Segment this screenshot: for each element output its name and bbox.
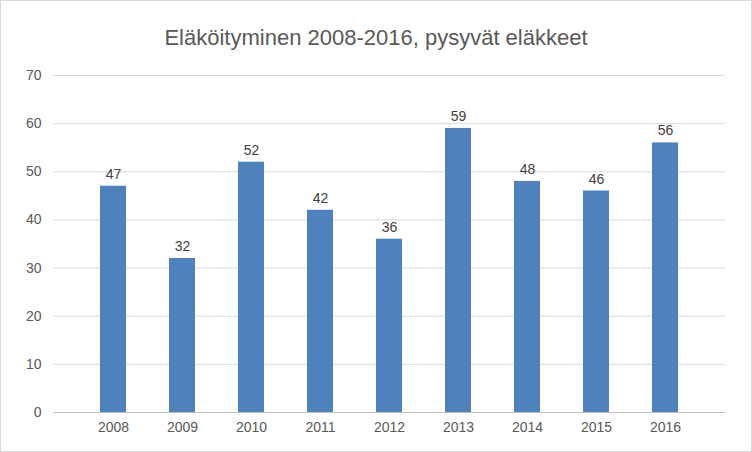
html-text:Eläköityminen 2008-2016, pysyv: Eläköityminen 2008-2016, pysyvät eläkkee… <box>164 25 588 50</box>
svg-text:2011: 2011 <box>305 419 335 435</box>
svg-text:20: 20 <box>26 308 42 324</box>
svg-text:2015: 2015 <box>581 419 612 435</box>
svg-text:56: 56 <box>658 122 674 138</box>
svg-text:59: 59 <box>451 108 467 124</box>
svg-text:42: 42 <box>313 190 329 206</box>
svg-text:2016: 2016 <box>650 419 681 435</box>
svg-text:60: 60 <box>26 115 42 131</box>
svg-text:2013: 2013 <box>443 419 474 435</box>
svg-text:2014: 2014 <box>512 419 543 435</box>
svg-text:52: 52 <box>244 142 260 158</box>
svg-text:2008: 2008 <box>98 419 129 435</box>
svg-text:47: 47 <box>106 166 122 182</box>
svg-text:40: 40 <box>26 211 42 227</box>
svg-text:30: 30 <box>26 260 42 276</box>
svg-text:36: 36 <box>382 219 398 235</box>
svg-text:32: 32 <box>175 238 191 254</box>
svg-text:46: 46 <box>589 171 605 187</box>
svg-text:50: 50 <box>26 163 42 179</box>
svg-text:2009: 2009 <box>167 419 198 435</box>
svg-text:10: 10 <box>26 356 42 372</box>
svg-text:48: 48 <box>520 161 536 177</box>
svg-text:70: 70 <box>26 67 42 83</box>
svg-text:0: 0 <box>34 404 42 420</box>
svg-text:2012: 2012 <box>374 419 405 435</box>
svg-text:2010: 2010 <box>236 419 267 435</box>
